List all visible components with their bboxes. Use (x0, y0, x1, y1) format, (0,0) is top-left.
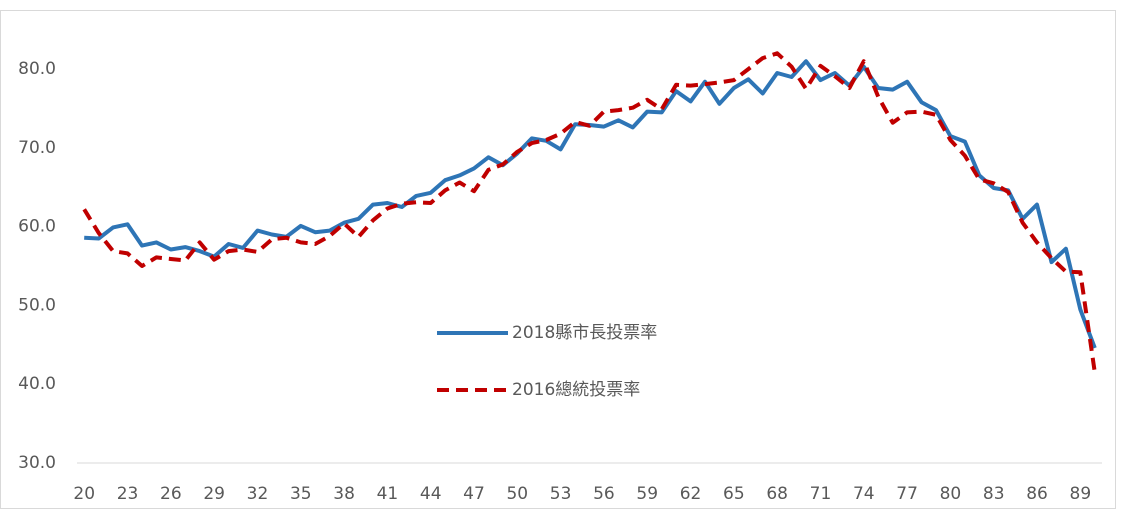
legend-label: 2018縣市長投票率 (512, 323, 657, 343)
x-tick-label: 86 (1026, 484, 1048, 504)
x-tick-label: 83 (983, 484, 1005, 504)
x-tick-label: 56 (593, 484, 615, 504)
x-tick-label: 44 (420, 484, 442, 504)
x-tick-label: 62 (680, 484, 702, 504)
x-tick-label: 65 (723, 484, 745, 504)
x-tick-label: 77 (896, 484, 918, 504)
x-tick-label: 53 (550, 484, 572, 504)
x-tick-label: 41 (377, 484, 399, 504)
x-tick-label: 32 (247, 484, 269, 504)
x-tick-label: 50 (506, 484, 528, 504)
y-tick-label: 80.0 (18, 59, 56, 79)
x-tick-label: 26 (160, 484, 182, 504)
series-line (82, 51, 1097, 373)
y-tick-label: 70.0 (18, 138, 56, 158)
x-tick-label: 59 (636, 484, 658, 504)
x-tick-label: 71 (810, 484, 832, 504)
x-tick-label: 74 (853, 484, 875, 504)
x-tick-label: 68 (766, 484, 788, 504)
x-tick-label: 29 (203, 484, 225, 504)
x-tick-label: 20 (73, 484, 95, 504)
x-tick-label: 35 (290, 484, 312, 504)
chart-border (0, 10, 1116, 509)
x-tick-label: 89 (1070, 484, 1092, 504)
x-tick-label: 38 (333, 484, 355, 504)
y-tick-label: 30.0 (18, 453, 56, 473)
y-tick-label: 40.0 (18, 374, 56, 394)
x-tick-label: 47 (463, 484, 485, 504)
x-tick-label: 80 (940, 484, 962, 504)
series-line (84, 59, 1097, 349)
y-tick-label: 60.0 (18, 217, 56, 237)
x-tick-label: 23 (117, 484, 139, 504)
y-tick-label: 50.0 (18, 295, 56, 315)
legend-label: 2016總統投票率 (512, 380, 640, 400)
